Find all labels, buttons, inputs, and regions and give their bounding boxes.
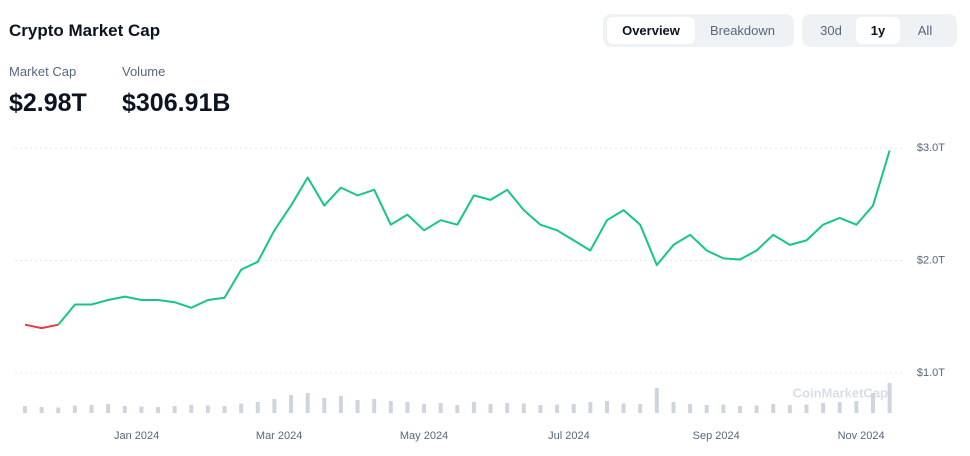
volume-bar [654, 387, 659, 413]
volume-bar [771, 403, 776, 413]
price-line [24, 323, 59, 330]
volume-bar [754, 405, 759, 413]
volume-bar [23, 405, 27, 413]
volume-bar [438, 402, 443, 413]
volume-bar [604, 400, 609, 413]
range-group: 30d 1y All [802, 14, 957, 47]
volume-bar [538, 404, 543, 413]
volume-bar [222, 405, 227, 413]
volume-bar [505, 402, 510, 413]
volume-bar [338, 395, 343, 413]
volume-bar [571, 403, 576, 413]
volume-bar [721, 404, 726, 413]
volume-bar [688, 403, 693, 413]
stat: Volume $306.91B [122, 64, 230, 118]
tab[interactable]: Breakdown [695, 17, 790, 44]
volume-bar [372, 398, 377, 413]
volume-bar [854, 400, 859, 413]
volume-bar [272, 398, 277, 413]
x-tick-label: May 2024 [400, 430, 448, 442]
volume-bar [521, 403, 526, 413]
stat-label: Volume [122, 64, 166, 79]
volume-bar [671, 401, 676, 413]
volume-bar [588, 401, 593, 413]
x-tick-label: Jul 2024 [548, 430, 590, 442]
volume-bar [804, 404, 809, 413]
volume-bar [239, 403, 244, 413]
volume-bar [638, 403, 643, 413]
watermark: CoinMarketCap [793, 385, 888, 400]
volume-bar [322, 397, 327, 413]
volume-bar [156, 406, 161, 413]
volume-bar [39, 406, 44, 413]
volume-bar [887, 382, 892, 413]
volume-bar [255, 401, 260, 413]
x-tick-label: Nov 2024 [838, 430, 885, 442]
range-button[interactable]: 1y [856, 17, 900, 44]
y-tick-label: $1.0T [917, 367, 945, 379]
volume-bar [488, 403, 493, 413]
volume-bar [388, 400, 393, 413]
volume-bar [621, 403, 626, 413]
volume-bar [837, 401, 842, 413]
tab[interactable]: Overview [607, 17, 695, 44]
volume-bar [106, 403, 111, 413]
volume-bar [355, 399, 360, 413]
price-line [57, 150, 891, 326]
volume-bar [737, 405, 742, 413]
stat-value: $306.91B [122, 89, 231, 117]
stat: Market Cap $2.98T [9, 64, 87, 118]
range-button[interactable]: All [900, 17, 950, 44]
volume-bar [471, 401, 476, 413]
volume-bar [189, 404, 194, 413]
stat-label: Market Cap [9, 64, 77, 79]
volume-bar [704, 404, 709, 413]
volume-bar [289, 394, 294, 413]
range-button[interactable]: 30d [806, 17, 856, 44]
y-tick-label: $2.0T [917, 255, 945, 267]
y-tick-label: $3.0T [917, 142, 945, 154]
volume-bar [89, 404, 94, 413]
stat-value: $2.98T [9, 89, 87, 117]
volume-bar [870, 392, 875, 413]
volume-bar [555, 404, 560, 413]
volume-bar [139, 406, 144, 413]
volume-bar [72, 405, 77, 413]
volume-bar [422, 403, 427, 413]
tab-group: Overview Breakdown [603, 14, 794, 47]
page-title: Crypto Market Cap [9, 21, 161, 40]
volume-bar [405, 401, 410, 413]
volume-bar [205, 405, 210, 413]
volume-bar [305, 392, 310, 413]
x-tick-label: Sep 2024 [693, 430, 740, 442]
x-tick-label: Mar 2024 [256, 430, 302, 442]
volume-bar [122, 405, 127, 413]
volume-bar [787, 404, 792, 413]
volume-bar [172, 405, 177, 413]
volume-bar [455, 404, 460, 413]
x-tick-label: Jan 2024 [114, 430, 159, 442]
volume-bar [821, 402, 826, 413]
volume-bar [56, 407, 61, 413]
